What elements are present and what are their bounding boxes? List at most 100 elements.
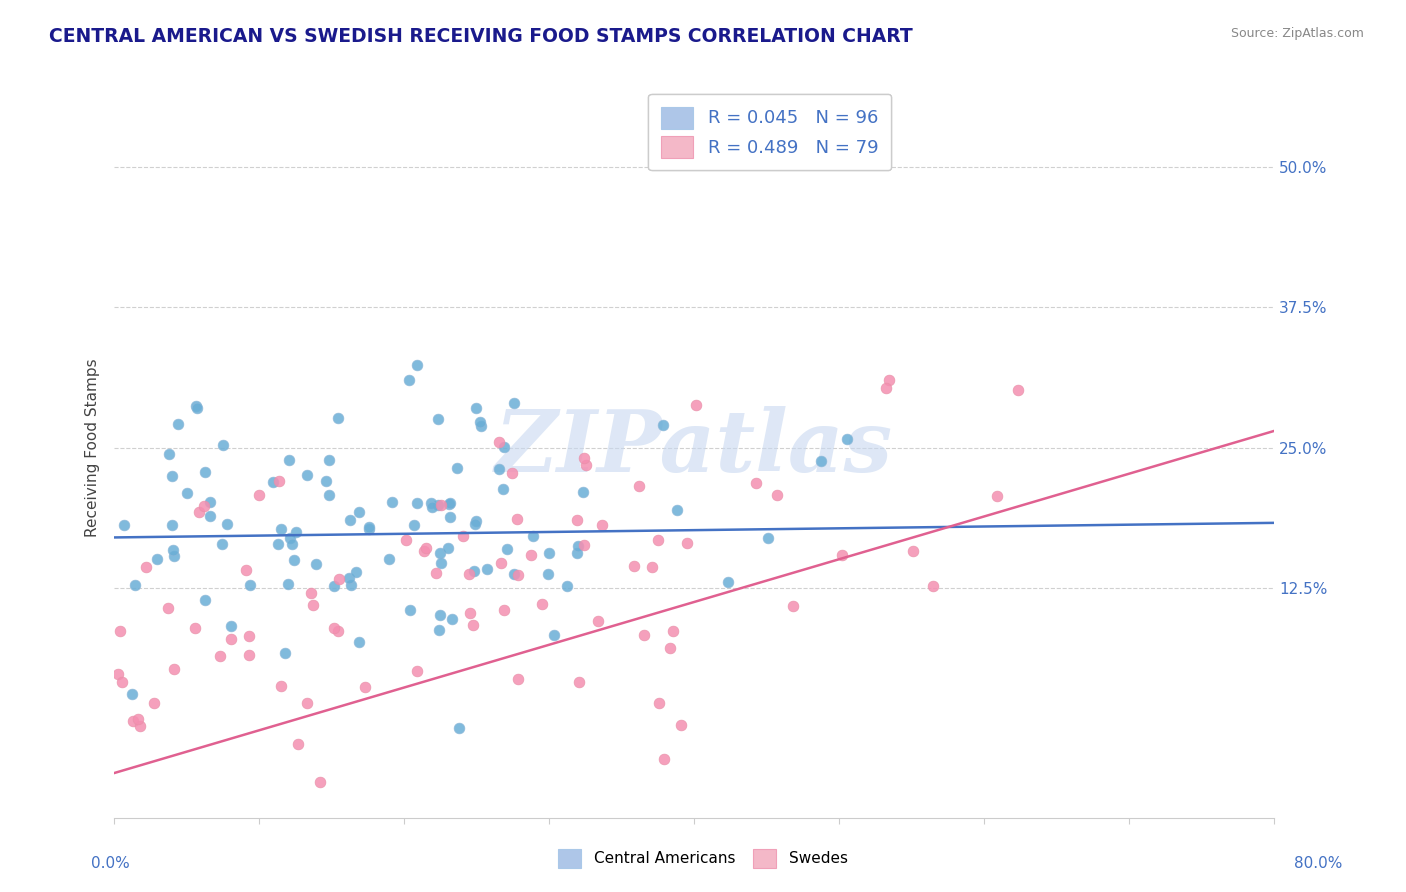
Point [782, 599, 804, 613]
Point [127, 712, 149, 726]
Point [831, 548, 853, 562]
Point [162, 542, 184, 557]
Point [461, 618, 484, 632]
Point [183, 621, 205, 635]
Point [574, 450, 596, 465]
Point [565, 546, 588, 560]
Point [506, 672, 529, 686]
Point [270, 522, 292, 536]
Point [156, 601, 179, 615]
Point [124, 577, 146, 591]
Point [110, 624, 132, 638]
Point [406, 665, 429, 679]
Y-axis label: Receiving Food Stamps: Receiving Food Stamps [86, 359, 100, 537]
Point [107, 666, 129, 681]
Point [142, 696, 165, 710]
Point [347, 506, 370, 520]
Point [340, 577, 363, 591]
Point [406, 358, 429, 372]
Point [318, 488, 340, 502]
Point [591, 518, 613, 533]
Point [488, 435, 510, 450]
Point [381, 495, 404, 509]
Point [586, 614, 609, 628]
Point [464, 401, 486, 415]
Point [326, 624, 349, 638]
Point [506, 512, 529, 526]
Point [349, 635, 371, 649]
Point [463, 564, 485, 578]
Point [111, 674, 134, 689]
Point [200, 495, 222, 509]
Point [658, 640, 681, 655]
Point [160, 518, 183, 533]
Point [422, 500, 444, 514]
Point [163, 549, 186, 563]
Point [160, 469, 183, 483]
Point [277, 577, 299, 591]
Point [875, 381, 897, 395]
Point [661, 624, 683, 638]
Point [543, 628, 565, 642]
Point [522, 528, 544, 542]
Point [468, 415, 491, 429]
Text: 0.0%: 0.0% [91, 856, 131, 871]
Point [135, 560, 157, 574]
Point [398, 373, 420, 387]
Point [538, 546, 561, 560]
Point [457, 566, 479, 581]
Point [406, 496, 429, 510]
Point [328, 572, 350, 586]
Point [429, 607, 451, 622]
Point [215, 516, 238, 531]
Point [623, 558, 645, 573]
Point [157, 447, 180, 461]
Legend: Central Americans, Swedes: Central Americans, Swedes [553, 843, 853, 873]
Point [458, 606, 481, 620]
Point [986, 489, 1008, 503]
Point [492, 440, 515, 454]
Point [575, 458, 598, 472]
Point [494, 603, 516, 617]
Point [756, 531, 779, 545]
Point [354, 680, 377, 694]
Point [574, 538, 596, 552]
Point [439, 510, 461, 524]
Point [568, 675, 591, 690]
Point [503, 395, 526, 409]
Point [284, 524, 307, 539]
Point [186, 401, 208, 416]
Point [413, 544, 436, 558]
Point [269, 474, 291, 488]
Point [112, 517, 135, 532]
Text: CENTRAL AMERICAN VS SWEDISH RECEIVING FOOD STAMPS CORRELATION CHART: CENTRAL AMERICAN VS SWEDISH RECEIVING FO… [49, 27, 912, 45]
Point [506, 567, 529, 582]
Point [437, 541, 460, 555]
Point [647, 533, 669, 547]
Point [420, 496, 443, 510]
Point [235, 818, 257, 832]
Point [211, 537, 233, 551]
Point [922, 579, 945, 593]
Point [427, 623, 450, 637]
Point [685, 398, 707, 412]
Point [394, 533, 416, 548]
Point [219, 632, 242, 646]
Point [648, 696, 671, 710]
Point [247, 488, 270, 502]
Point [903, 544, 925, 558]
Point [488, 462, 510, 476]
Point [530, 597, 553, 611]
Point [235, 563, 257, 577]
Point [426, 498, 449, 512]
Point [652, 752, 675, 766]
Point [377, 552, 399, 566]
Text: 80.0%: 80.0% [1295, 856, 1343, 871]
Point [274, 647, 297, 661]
Point [122, 714, 145, 729]
Point [167, 417, 190, 431]
Point [187, 505, 209, 519]
Point [121, 687, 143, 701]
Point [176, 485, 198, 500]
Point [194, 465, 217, 479]
